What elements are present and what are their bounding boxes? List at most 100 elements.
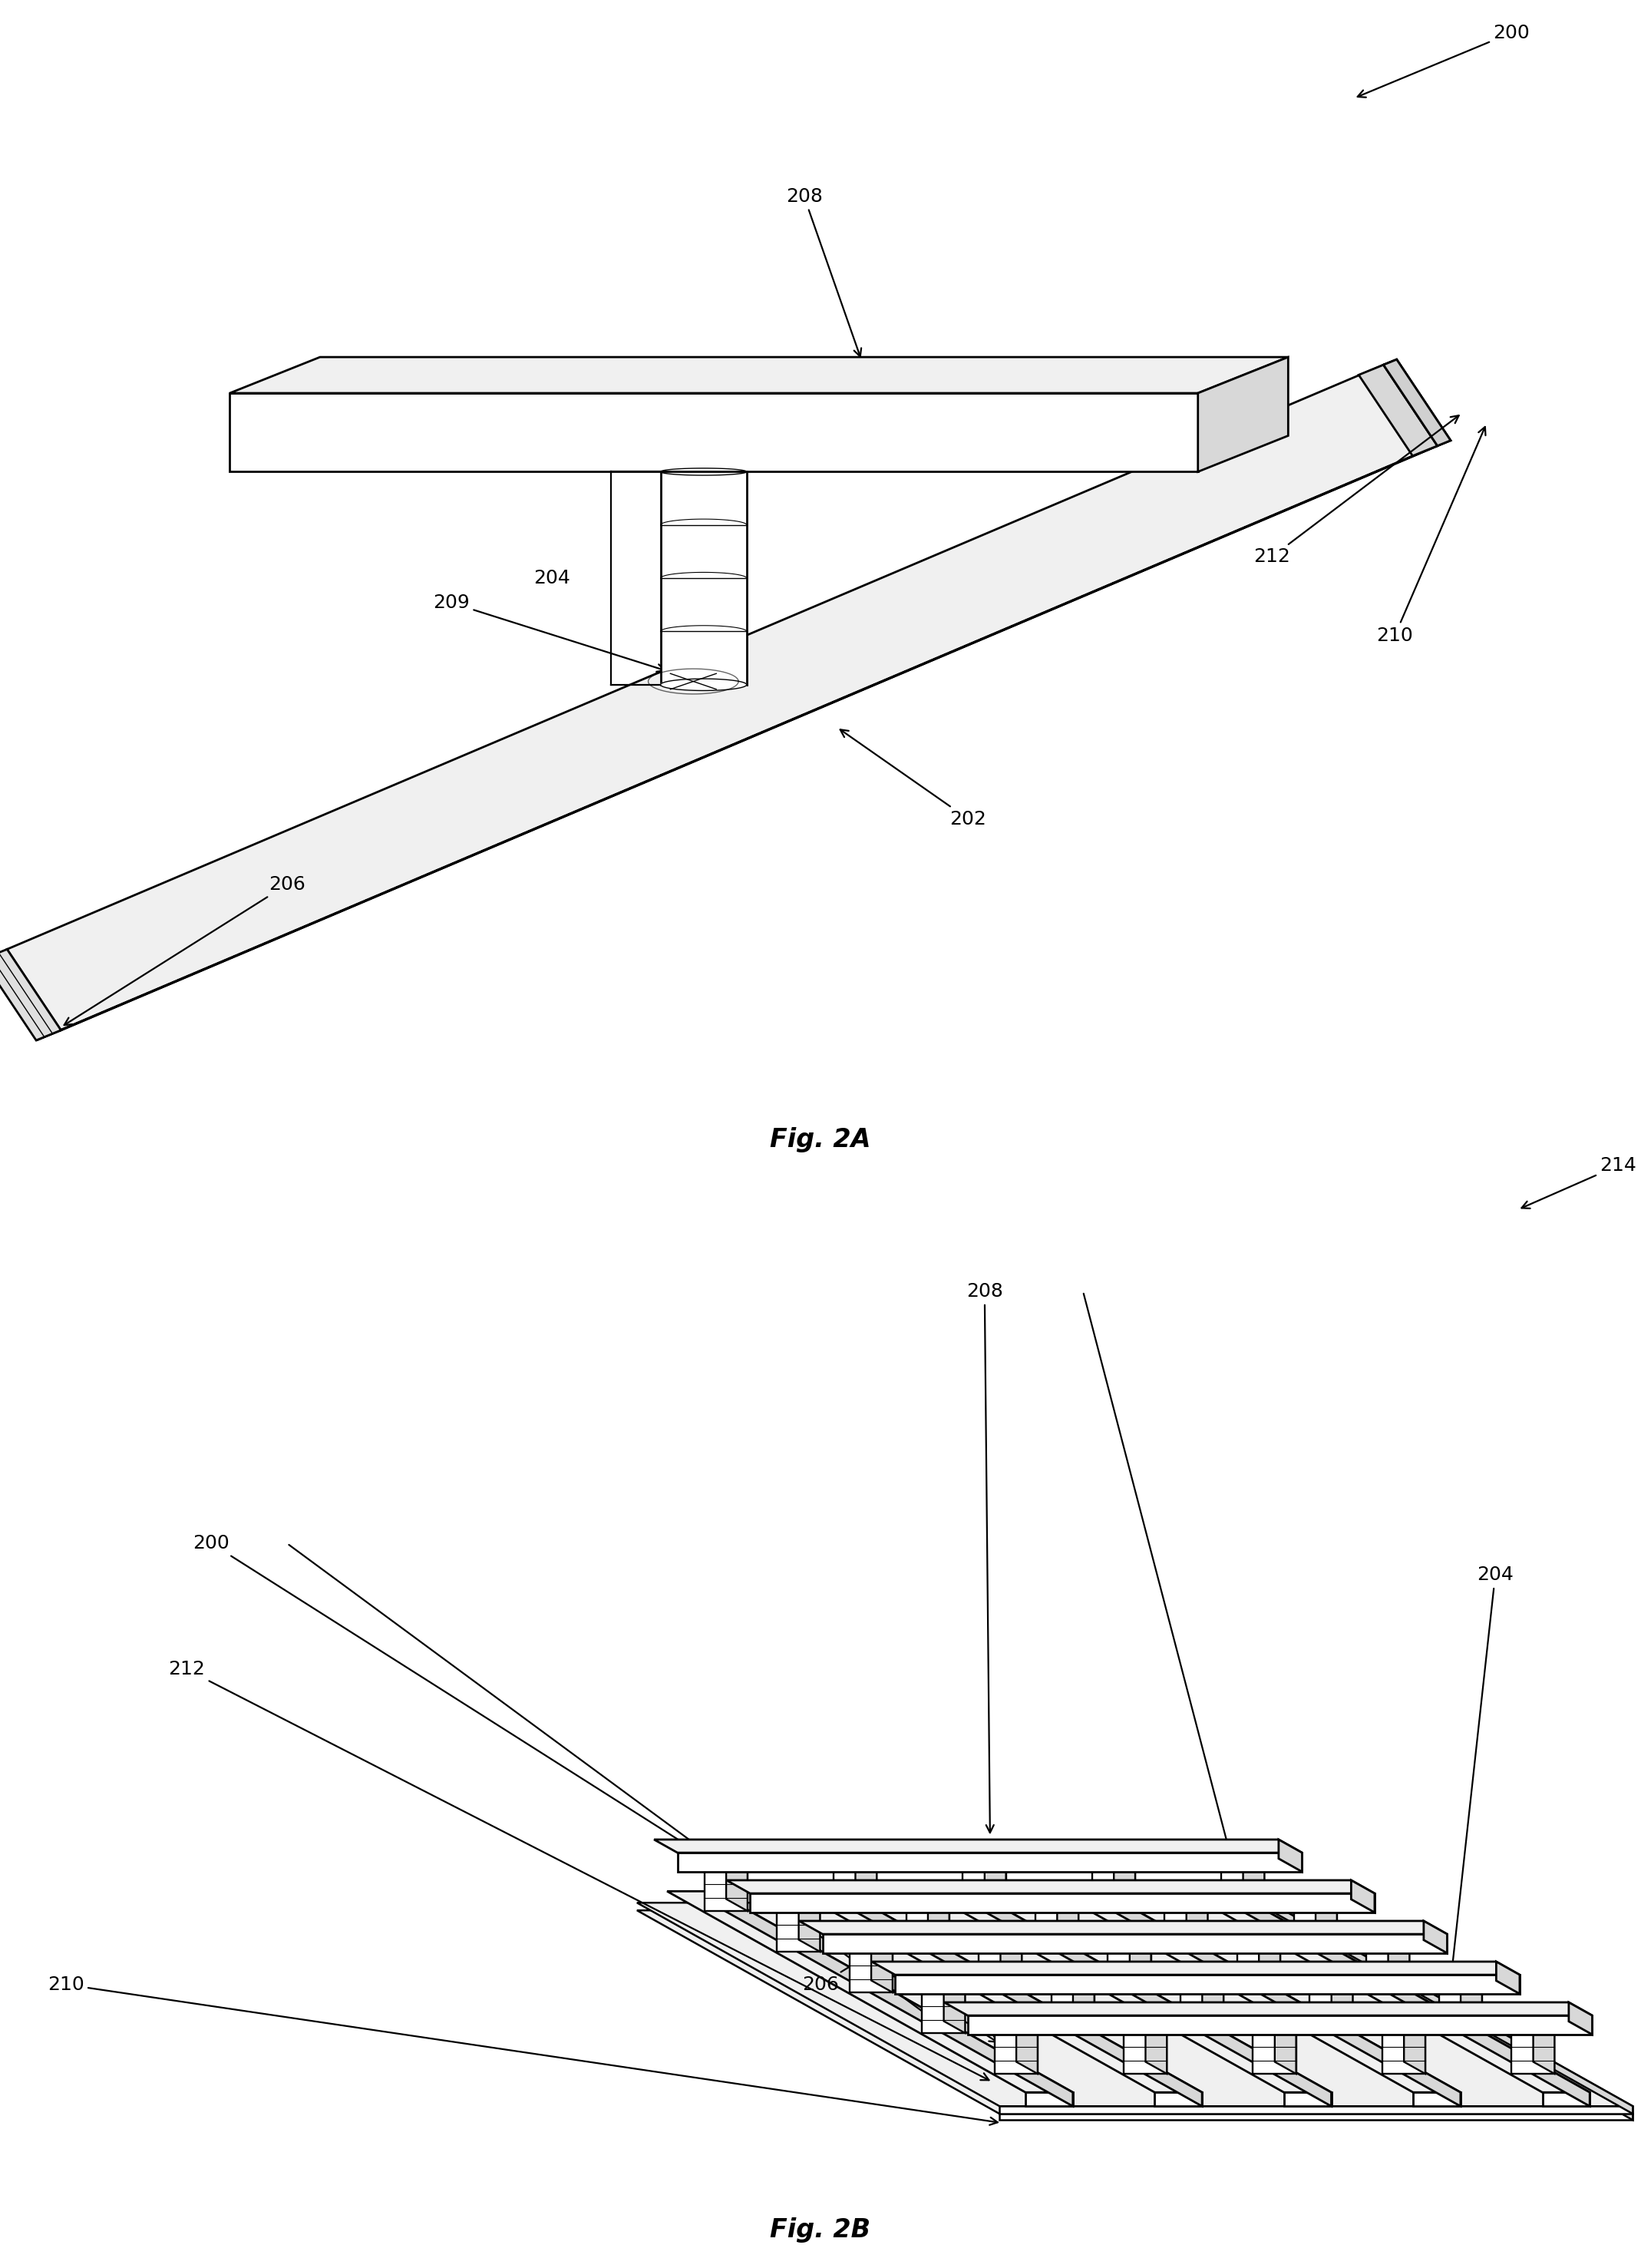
Polygon shape: [906, 1912, 948, 1953]
Polygon shape: [1383, 358, 1451, 447]
Polygon shape: [922, 1994, 965, 2032]
Polygon shape: [843, 1892, 1203, 2107]
Polygon shape: [1198, 356, 1288, 472]
Text: 212: 212: [1254, 415, 1459, 567]
Polygon shape: [1114, 1860, 1136, 1912]
Polygon shape: [1351, 1880, 1375, 1912]
Polygon shape: [1144, 1901, 1208, 1912]
Polygon shape: [978, 1953, 1022, 1991]
Polygon shape: [1014, 1901, 1078, 1912]
Polygon shape: [985, 1860, 1006, 1912]
Polygon shape: [1203, 1982, 1224, 2032]
Polygon shape: [963, 1871, 1006, 1912]
Polygon shape: [850, 1953, 893, 1991]
Polygon shape: [660, 472, 747, 685]
Text: 206: 206: [64, 875, 305, 1025]
Polygon shape: [1569, 2003, 1592, 2034]
Polygon shape: [822, 1935, 1447, 1953]
Polygon shape: [926, 1892, 1331, 2093]
Polygon shape: [1346, 1941, 1410, 1953]
Polygon shape: [973, 2023, 1037, 2034]
Polygon shape: [884, 1901, 948, 1912]
Polygon shape: [727, 1860, 748, 1912]
Polygon shape: [637, 1910, 1633, 2114]
Text: 206: 206: [802, 1919, 930, 1994]
Polygon shape: [1424, 1921, 1447, 1953]
Polygon shape: [1439, 1994, 1482, 2032]
Polygon shape: [1129, 1941, 1150, 1991]
Polygon shape: [683, 1860, 748, 1871]
Text: 202: 202: [840, 730, 986, 828]
Text: 204: 204: [533, 569, 571, 587]
Polygon shape: [1145, 2023, 1167, 2073]
Polygon shape: [1511, 2034, 1554, 2073]
Polygon shape: [755, 1901, 820, 1912]
Polygon shape: [1388, 1941, 1410, 1991]
Polygon shape: [1360, 2023, 1426, 2034]
Polygon shape: [1490, 2023, 1554, 2034]
Polygon shape: [678, 1853, 1301, 1871]
Polygon shape: [1275, 2023, 1296, 2073]
Polygon shape: [1086, 1941, 1150, 1953]
Polygon shape: [1270, 1903, 1633, 2114]
Polygon shape: [968, 2016, 1592, 2034]
Polygon shape: [0, 950, 61, 1041]
Polygon shape: [1232, 2023, 1296, 2034]
Polygon shape: [1124, 2034, 1167, 2073]
Polygon shape: [1057, 1901, 1078, 1953]
Polygon shape: [1270, 1910, 1633, 2121]
Text: 208: 208: [786, 188, 862, 356]
Polygon shape: [1418, 1982, 1482, 1994]
Polygon shape: [871, 1941, 893, 1991]
Polygon shape: [1185, 1892, 1590, 2093]
Text: 200: 200: [1357, 23, 1529, 98]
Polygon shape: [1533, 2023, 1554, 2073]
Polygon shape: [727, 1880, 1375, 1894]
Polygon shape: [1367, 1953, 1410, 1991]
Polygon shape: [1103, 2023, 1167, 2034]
Polygon shape: [1031, 1982, 1095, 1994]
Polygon shape: [901, 1982, 965, 1994]
Text: 214: 214: [1521, 1157, 1636, 1209]
Polygon shape: [7, 365, 1438, 1030]
Polygon shape: [776, 1912, 820, 1953]
Text: 204: 204: [1446, 1565, 1513, 1998]
Polygon shape: [1244, 1860, 1265, 1912]
Text: Fig. 2B: Fig. 2B: [770, 2218, 871, 2243]
Polygon shape: [655, 1839, 1301, 1853]
Polygon shape: [999, 2114, 1633, 2121]
Polygon shape: [1216, 1941, 1280, 1953]
Text: 208: 208: [967, 1281, 1003, 1833]
Polygon shape: [1103, 1892, 1460, 2107]
Text: 212: 212: [169, 1660, 990, 2080]
Polygon shape: [1405, 2023, 1426, 2073]
Polygon shape: [855, 1860, 876, 1912]
Polygon shape: [829, 1941, 893, 1953]
Polygon shape: [1316, 1901, 1337, 1953]
Polygon shape: [999, 2107, 1633, 2114]
Polygon shape: [942, 1860, 1006, 1871]
Polygon shape: [957, 1941, 1022, 1953]
Polygon shape: [1383, 358, 1451, 447]
Polygon shape: [1382, 2034, 1426, 2073]
Polygon shape: [1543, 2093, 1590, 2107]
Polygon shape: [1259, 1941, 1280, 1991]
Polygon shape: [799, 1921, 1447, 1935]
Polygon shape: [796, 1892, 1203, 2093]
Polygon shape: [1293, 1912, 1337, 1953]
Polygon shape: [973, 1892, 1331, 2107]
Polygon shape: [1497, 1962, 1520, 1994]
Polygon shape: [230, 392, 1198, 472]
Polygon shape: [927, 1901, 948, 1953]
Polygon shape: [1186, 1901, 1208, 1953]
Polygon shape: [1331, 1982, 1352, 2032]
Polygon shape: [1035, 1912, 1078, 1953]
Polygon shape: [1413, 2093, 1460, 2107]
Polygon shape: [894, 1975, 1520, 1994]
Polygon shape: [812, 1860, 876, 1871]
Polygon shape: [1055, 1892, 1460, 2093]
Polygon shape: [714, 1892, 1073, 2107]
Polygon shape: [1272, 1901, 1337, 1912]
Polygon shape: [750, 1894, 1375, 1912]
Polygon shape: [1016, 2023, 1037, 2073]
